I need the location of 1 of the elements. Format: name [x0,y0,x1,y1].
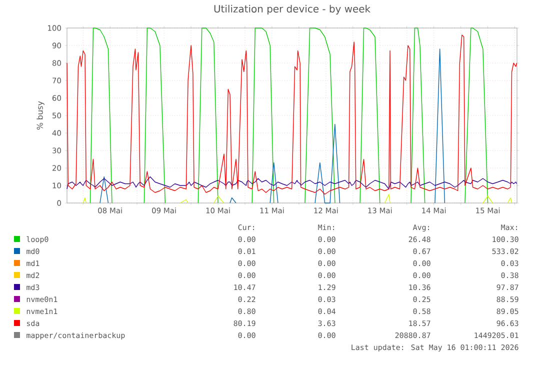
chart-title: Utilization per device - by week [214,4,371,15]
